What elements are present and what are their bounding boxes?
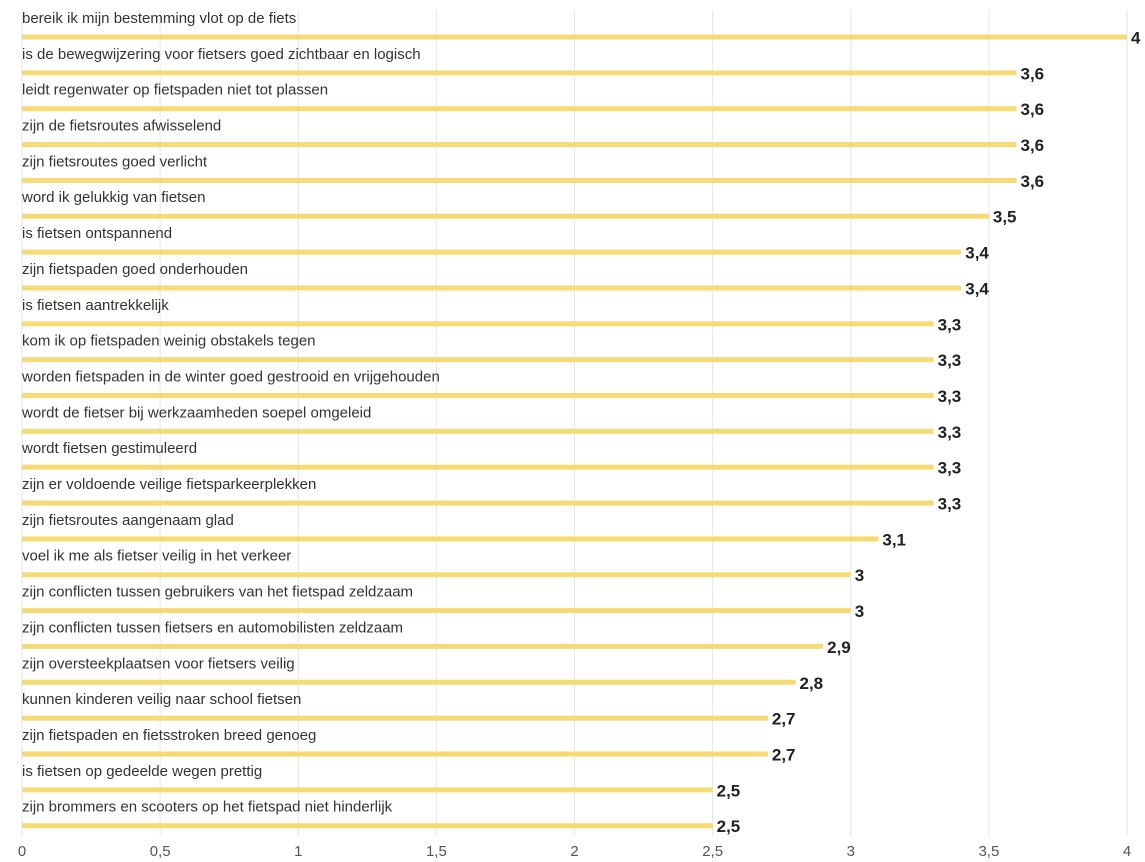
value-label: 2,5: [717, 781, 741, 800]
bar: [22, 106, 1017, 112]
category-label: zijn fietsroutes aangenaam glad: [22, 512, 234, 529]
category-label: zijn conflicten tussen gebruikers van he…: [22, 584, 413, 601]
category-label: kom ik op fietspaden weinig obstakels te…: [22, 333, 316, 350]
bar: [22, 70, 1017, 76]
category-label: is fietsen op gedeelde wegen prettig: [22, 763, 262, 780]
bar: [22, 142, 1017, 148]
value-label: 3,1: [882, 530, 906, 549]
value-label: 3,6: [1021, 136, 1045, 155]
x-tick-label: 3: [847, 843, 855, 860]
bar: [22, 34, 1127, 40]
bar: [22, 751, 768, 757]
category-label: bereik ik mijn bestemming vlot op de fie…: [22, 10, 296, 27]
value-label: 4: [1131, 28, 1141, 47]
category-label: is de bewegwijzering voor fietsers goed …: [22, 46, 421, 63]
bar: [22, 679, 796, 685]
value-label: 2,7: [772, 710, 796, 729]
value-label: 3,6: [1021, 100, 1045, 119]
value-label: 2,5: [717, 817, 741, 836]
category-label: wordt de fietser bij werkzaamheden soepe…: [21, 404, 371, 421]
bar: [22, 715, 768, 721]
bar: [22, 643, 824, 649]
category-label: voel ik me als fietser veilig in het ver…: [22, 548, 291, 565]
category-label: zijn de fietsroutes afwisselend: [22, 118, 221, 135]
x-tick-label: 2,5: [702, 843, 723, 860]
bar: [22, 572, 851, 578]
value-label: 3,6: [1021, 172, 1045, 191]
x-tick-label: 2: [570, 843, 578, 860]
value-label: 3,4: [965, 279, 989, 298]
x-tick-label: 0,5: [150, 843, 171, 860]
category-label: kunnen kinderen veilig naar school fiets…: [22, 691, 301, 708]
value-label: 3,5: [993, 208, 1017, 227]
bar: [22, 177, 1017, 183]
category-label: worden fietspaden in de winter goed gest…: [21, 368, 440, 385]
x-tick-label: 0: [18, 843, 26, 860]
bar: [22, 393, 934, 398]
value-label: 2,8: [800, 674, 824, 693]
value-label: 3,3: [938, 351, 962, 370]
category-label: zijn brommers en scooters op het fietspa…: [22, 799, 393, 816]
category-label: zijn er voldoende veilige fietsparkeerpl…: [22, 476, 316, 493]
category-label: zijn fietsroutes goed verlicht: [22, 153, 208, 170]
bar: [22, 500, 934, 506]
category-label: zijn fietspaden goed onderhouden: [22, 261, 248, 278]
bar: [22, 608, 851, 614]
bar: [22, 213, 989, 219]
value-label: 3,3: [938, 423, 962, 442]
bar: [22, 285, 962, 291]
category-label: zijn fietspaden en fietsstroken breed ge…: [22, 727, 316, 744]
category-label: leidt regenwater op fietspaden niet tot …: [22, 82, 328, 99]
bar: [22, 321, 934, 327]
bar: [22, 787, 713, 793]
category-label: zijn oversteekplaatsen voor fietsers vei…: [22, 655, 295, 672]
value-label: 2,9: [827, 638, 851, 657]
x-tick-label: 1,5: [426, 843, 447, 860]
bar: [22, 357, 934, 363]
value-label: 3,3: [938, 315, 962, 334]
value-label: 3,3: [938, 387, 962, 406]
value-label: 2,7: [772, 745, 796, 764]
value-label: 3,3: [938, 495, 962, 514]
x-tick-label: 4: [1123, 843, 1131, 860]
bar: [22, 823, 713, 829]
bar: [22, 428, 934, 434]
bar: [22, 536, 879, 542]
category-label: is fietsen aantrekkelijk: [22, 297, 169, 314]
x-tick-label: 3,5: [978, 843, 999, 860]
value-label: 3,6: [1021, 64, 1045, 83]
bar: [22, 464, 934, 470]
value-label: 3,4: [965, 244, 989, 263]
value-label: 3: [855, 566, 864, 585]
category-label: word ik gelukkig van fietsen: [21, 189, 205, 206]
value-label: 3,3: [938, 459, 962, 478]
bar: [22, 249, 962, 255]
x-tick-label: 1: [294, 843, 302, 860]
value-label: 3: [855, 602, 864, 621]
category-label: wordt fietsen gestimuleerd: [21, 440, 197, 457]
category-label: zijn conflicten tussen fietsers en autom…: [22, 619, 403, 636]
category-label: is fietsen ontspannend: [22, 225, 172, 242]
